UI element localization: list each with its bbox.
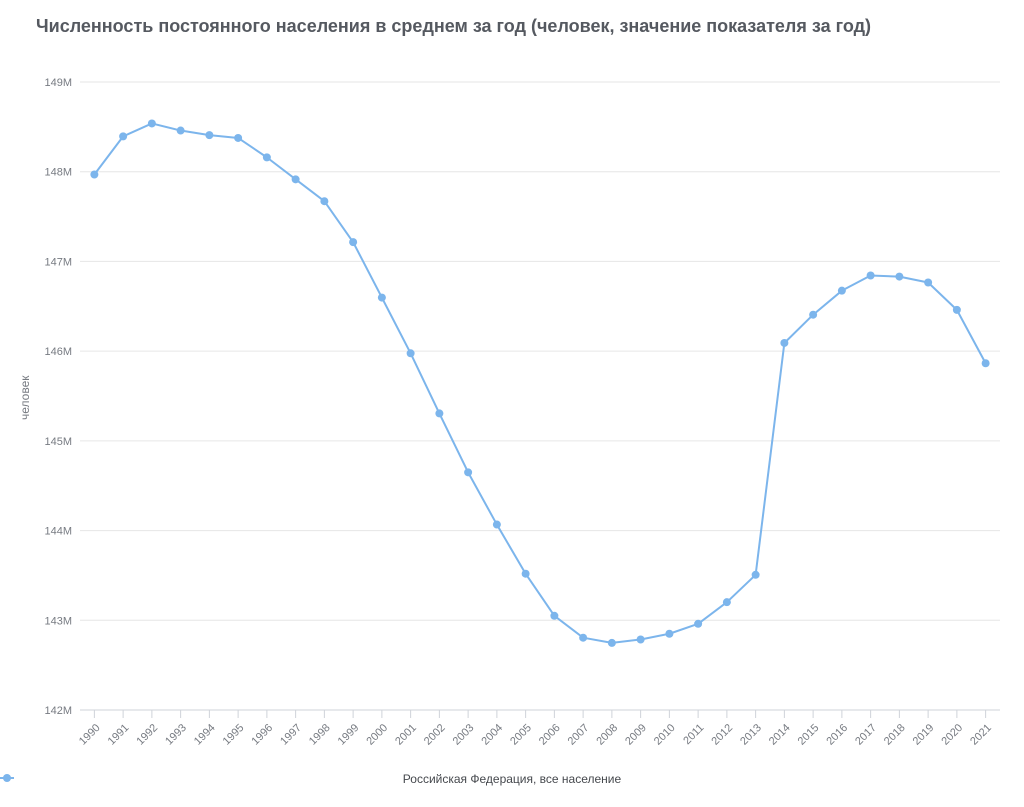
data-point[interactable] bbox=[493, 521, 501, 529]
data-point[interactable] bbox=[665, 630, 673, 638]
y-tick-label: 147M bbox=[44, 256, 72, 268]
data-point[interactable] bbox=[90, 170, 98, 178]
x-tick-label: 2005 bbox=[508, 722, 534, 748]
series-line bbox=[94, 123, 985, 642]
x-tick-label: 2019 bbox=[911, 722, 937, 748]
x-tick-label: 2018 bbox=[882, 722, 908, 748]
data-point[interactable] bbox=[407, 349, 415, 357]
x-tick-label: 2012 bbox=[709, 722, 735, 748]
data-point[interactable] bbox=[119, 132, 127, 140]
legend-item[interactable]: Российская Федерация, все население bbox=[403, 772, 621, 786]
data-point[interactable] bbox=[234, 134, 242, 142]
x-tick-label: 2015 bbox=[796, 722, 822, 748]
x-tick-label: 1998 bbox=[307, 722, 333, 748]
data-point[interactable] bbox=[349, 238, 357, 246]
y-tick-label: 145M bbox=[44, 436, 72, 448]
data-point[interactable] bbox=[148, 119, 156, 127]
chart-legend[interactable]: Российская Федерация, все население bbox=[0, 772, 1024, 786]
data-point[interactable] bbox=[809, 311, 817, 319]
x-tick-label: 1995 bbox=[221, 722, 247, 748]
data-point[interactable] bbox=[982, 359, 990, 367]
x-tick-label: 2011 bbox=[681, 722, 706, 747]
y-tick-label: 146M bbox=[44, 346, 72, 358]
x-tick-label: 1991 bbox=[106, 722, 132, 748]
y-tick-label: 142M bbox=[44, 705, 72, 717]
x-tick-label: 1993 bbox=[163, 722, 189, 748]
data-point[interactable] bbox=[263, 153, 271, 161]
x-tick-label: 2013 bbox=[738, 722, 764, 748]
data-point[interactable] bbox=[838, 287, 846, 295]
x-tick-label: 1996 bbox=[249, 722, 275, 748]
y-tick-label: 148M bbox=[44, 167, 72, 179]
data-point[interactable] bbox=[867, 272, 875, 280]
x-tick-label: 2006 bbox=[537, 722, 563, 748]
data-point[interactable] bbox=[550, 612, 558, 620]
data-point[interactable] bbox=[464, 468, 472, 476]
x-tick-label: 1994 bbox=[192, 722, 218, 748]
data-point[interactable] bbox=[637, 635, 645, 643]
x-tick-label: 2014 bbox=[767, 722, 793, 748]
data-point[interactable] bbox=[608, 639, 616, 647]
data-point[interactable] bbox=[205, 131, 213, 139]
x-tick-label: 2009 bbox=[623, 722, 649, 748]
legend-marker-icon bbox=[0, 772, 16, 784]
data-point[interactable] bbox=[723, 598, 731, 606]
x-tick-label: 2001 bbox=[393, 722, 419, 748]
x-tick-label: 2000 bbox=[364, 722, 390, 748]
data-point[interactable] bbox=[320, 197, 328, 205]
x-tick-label: 1997 bbox=[278, 722, 304, 748]
x-tick-label: 1999 bbox=[336, 722, 362, 748]
data-point[interactable] bbox=[752, 571, 760, 579]
x-tick-label: 2002 bbox=[422, 722, 448, 748]
data-point[interactable] bbox=[780, 339, 788, 347]
x-tick-label: 2008 bbox=[594, 722, 620, 748]
x-tick-label: 2010 bbox=[652, 722, 678, 748]
x-tick-label: 2016 bbox=[824, 722, 850, 748]
data-point[interactable] bbox=[924, 279, 932, 287]
x-tick-label: 1992 bbox=[134, 722, 160, 748]
data-point[interactable] bbox=[895, 273, 903, 281]
x-tick-label: 2003 bbox=[451, 722, 477, 748]
x-tick-label: 2020 bbox=[939, 722, 965, 748]
x-tick-label: 2017 bbox=[853, 722, 879, 748]
chart-plot-area: 142M 143M 144M 145M 146M 147M 148M 149M 19901991… bbox=[0, 0, 1024, 807]
population-chart: Численность постоянного населения в сред… bbox=[0, 0, 1024, 807]
data-point[interactable] bbox=[579, 634, 587, 642]
data-point[interactable] bbox=[292, 175, 300, 183]
x-tick-label: 2007 bbox=[566, 722, 592, 748]
data-point[interactable] bbox=[177, 127, 185, 135]
y-tick-label: 143M bbox=[44, 615, 72, 627]
data-point[interactable] bbox=[435, 409, 443, 417]
legend-label: Российская Федерация, все население bbox=[403, 772, 621, 786]
data-point[interactable] bbox=[953, 306, 961, 314]
x-tick-label: 2021 bbox=[968, 722, 994, 748]
data-point[interactable] bbox=[522, 570, 530, 578]
y-tick-label: 149M bbox=[44, 77, 72, 89]
data-point[interactable] bbox=[694, 620, 702, 628]
x-tick-label: 2004 bbox=[479, 722, 505, 748]
y-tick-label: 144M bbox=[44, 526, 72, 538]
x-tick-label: 1990 bbox=[77, 722, 103, 748]
data-point[interactable] bbox=[378, 294, 386, 302]
